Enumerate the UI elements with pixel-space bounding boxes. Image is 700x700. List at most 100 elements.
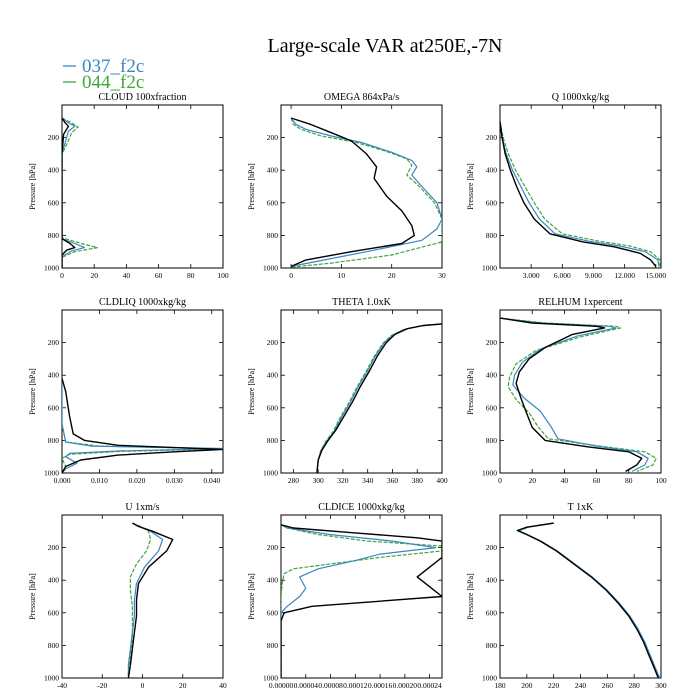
series-line-a [518, 522, 661, 678]
y-tick-label: 1000 [263, 674, 278, 683]
series-line-a [500, 317, 649, 472]
series-line-control [516, 522, 659, 678]
x-tick-label: 0.00004 [294, 681, 319, 690]
series-line-b [62, 378, 223, 473]
y-tick-label: 200 [486, 133, 498, 142]
x-tick-label: 280 [629, 681, 641, 690]
y-axis-label: Pressure [hPa] [247, 573, 256, 620]
y-axis-label: Pressure [hPa] [247, 368, 256, 415]
panel-title: CLOUD 100xfraction [98, 92, 186, 103]
y-tick-label: 400 [267, 166, 279, 175]
x-tick-label: 20 [90, 271, 98, 280]
series-line-b [316, 323, 442, 473]
series-line-control [316, 323, 442, 473]
x-tick-label: 6.000 [554, 271, 571, 280]
x-tick-label: 0.040 [203, 476, 220, 485]
y-tick-label: 800 [48, 436, 60, 445]
plot-frame [61, 104, 224, 269]
x-tick-label: 0.020 [128, 476, 145, 485]
series-line-b [500, 317, 657, 472]
y-tick-label: 600 [486, 403, 498, 412]
y-axis-label: Pressure [hPa] [466, 163, 475, 210]
series-line-b [127, 522, 152, 678]
y-tick-label: 400 [267, 371, 279, 380]
panel-title: Q 1000xkg/kg [552, 92, 610, 103]
x-tick-label: 30 [438, 271, 446, 280]
panel-title: CLDICE 1000xkg/kg [318, 502, 404, 513]
y-axis-label: Pressure [hPa] [466, 368, 475, 415]
y-tick-label: 800 [267, 231, 279, 240]
x-tick-label: 180 [494, 681, 506, 690]
panel-title: OMEGA 864xPa/s [324, 92, 399, 103]
y-tick-label: 400 [486, 576, 498, 585]
x-tick-label: 320 [337, 476, 349, 485]
x-tick-label: -20 [97, 681, 107, 690]
panel-5: THETA 1.0xK Pressure [hPa] 200 400 600 800 100… [247, 297, 448, 485]
series-line-b [518, 522, 661, 678]
y-axis-label: Pressure [hPa] [466, 573, 475, 620]
y-tick-label: 1000 [44, 469, 59, 478]
y-tick-label: 600 [267, 198, 279, 207]
series-line-a [316, 323, 442, 473]
x-tick-label: 40 [219, 681, 227, 690]
figure-title: Large-scale VAR at250E,-7N [268, 35, 503, 57]
panel-title: CLDLIQ 1000xkg/kg [99, 297, 186, 308]
x-tick-label: 40 [123, 271, 131, 280]
y-tick-label: 1000 [44, 674, 59, 683]
y-tick-label: 800 [48, 641, 60, 650]
y-tick-label: 400 [486, 371, 498, 380]
y-tick-label: 600 [486, 608, 498, 617]
x-tick-label: 0.00016 [368, 681, 393, 690]
x-tick-label: 0 [141, 681, 145, 690]
y-tick-label: 200 [267, 133, 279, 142]
series-line-a [290, 117, 442, 267]
y-tick-label: 200 [48, 338, 60, 347]
x-tick-label: 0.00000 [269, 681, 294, 690]
series-line-a [62, 117, 86, 268]
x-tick-label: 0 [60, 271, 64, 280]
x-tick-label: 60 [593, 476, 601, 485]
x-tick-label: 380 [412, 476, 424, 485]
y-tick-label: 1000 [482, 674, 497, 683]
legend-label-b: 044_f2c [82, 72, 144, 93]
x-tick-label: 3.000 [523, 271, 540, 280]
series-line-b [62, 117, 98, 268]
x-tick-label: 0.00008 [318, 681, 343, 690]
y-tick-label: 400 [48, 576, 60, 585]
x-tick-label: 0.00024 [417, 681, 442, 690]
x-tick-label: 340 [362, 476, 374, 485]
series-line-control [127, 522, 174, 678]
x-tick-label: 200 [521, 681, 533, 690]
y-tick-label: 600 [48, 198, 60, 207]
series-line-b [281, 524, 442, 678]
y-tick-label: 200 [486, 543, 498, 552]
series-line-b [290, 117, 442, 268]
y-tick-label: 200 [267, 338, 279, 347]
x-tick-label: 10 [338, 271, 346, 280]
y-tick-label: 800 [267, 436, 279, 445]
y-tick-label: 600 [267, 403, 279, 412]
panel-3: Q 1000xkg/kg Pressure [hPa] 200 400 600 800 10… [466, 92, 666, 280]
x-tick-label: 20 [179, 681, 187, 690]
x-tick-label: 0.00012 [343, 681, 368, 690]
x-tick-label: 0 [289, 271, 293, 280]
panel-title: THETA 1.0xK [332, 297, 391, 308]
plot-frame [499, 514, 662, 679]
panel-8: CLDICE 1000xkg/kg Pressure [hPa] 200 400 600… [247, 502, 443, 690]
x-tick-label: 400 [436, 476, 448, 485]
y-tick-label: 200 [48, 133, 60, 142]
y-tick-label: 200 [267, 543, 279, 552]
x-tick-label: 0.010 [91, 476, 108, 485]
x-tick-label: 260 [602, 681, 614, 690]
y-tick-label: 600 [48, 608, 60, 617]
plot-frame [499, 104, 662, 269]
x-tick-label: 240 [575, 681, 587, 690]
series-line-b [500, 121, 661, 267]
x-tick-label: 20 [388, 271, 396, 280]
